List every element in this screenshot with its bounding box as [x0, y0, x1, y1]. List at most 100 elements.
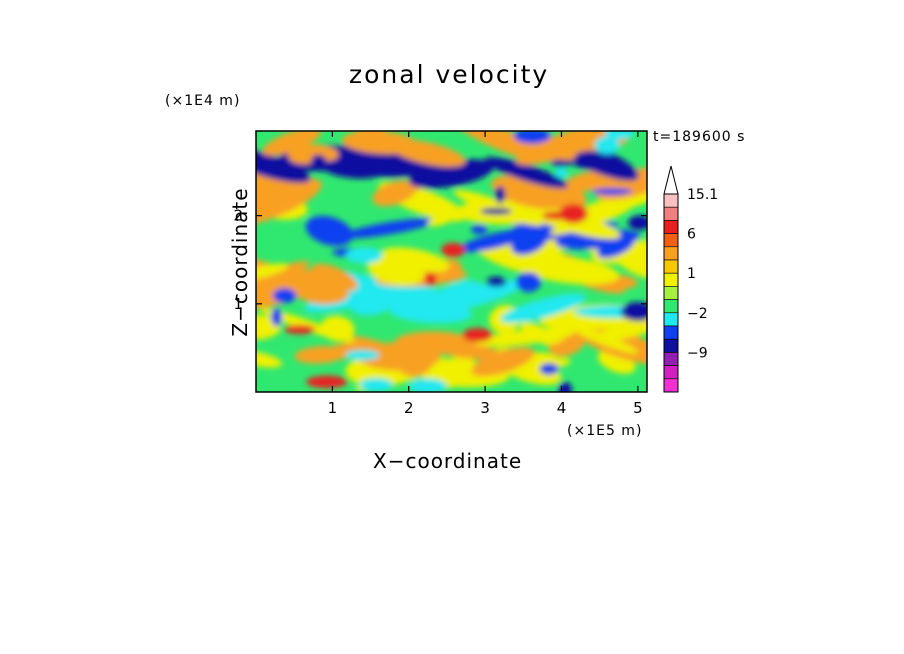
- field-blob: [345, 247, 383, 264]
- field-blob: [397, 346, 434, 377]
- field-blob: [539, 363, 559, 375]
- field-blob: [558, 382, 573, 392]
- field-blob: [441, 242, 465, 258]
- field-blob: [610, 242, 647, 281]
- field-blob: [574, 150, 608, 165]
- colorbar-label: 6: [687, 227, 696, 243]
- y-axis: 12: [233, 207, 647, 313]
- field-blob: [554, 167, 568, 178]
- field-blob: [458, 228, 533, 253]
- x-tick-label: 2: [404, 399, 414, 417]
- field-blob: [259, 307, 356, 343]
- field-blob: [372, 180, 417, 207]
- field-blob: [256, 182, 314, 214]
- x-tick-label: 4: [557, 399, 567, 417]
- field-blob: [388, 139, 466, 167]
- colorbar-segment: [663, 220, 679, 234]
- field-blob: [359, 377, 393, 392]
- x-axis: 1 2 3 4 5: [328, 131, 643, 417]
- field-blob: [453, 131, 547, 162]
- y-tick-label: 2: [233, 207, 243, 225]
- y-tick-label: 1: [233, 295, 243, 313]
- field-blob: [305, 215, 353, 246]
- field-blob: [471, 224, 488, 235]
- x-tick-label: 1: [328, 399, 338, 417]
- field-blob: [338, 218, 438, 239]
- colorbar-segment: [663, 233, 679, 248]
- colorbar-segment: [663, 312, 679, 327]
- field-blob: [620, 302, 647, 322]
- field-blob: [494, 185, 506, 204]
- plot-frame: [255, 130, 648, 393]
- colorbar-segment: [663, 259, 679, 274]
- colorbar-segment: [663, 246, 679, 261]
- field-blob: [474, 328, 575, 347]
- field-blob: [312, 263, 358, 291]
- field-blob: [256, 263, 289, 283]
- field-blob: [311, 154, 327, 166]
- field-blob: [262, 131, 322, 156]
- field-blob: [353, 131, 386, 139]
- field-blob: [306, 375, 348, 389]
- field-blob: [542, 211, 573, 220]
- field-blob: [462, 328, 493, 342]
- field-blob: [409, 378, 447, 392]
- field-blob: [628, 215, 647, 231]
- colorbar-label: −2: [687, 306, 708, 322]
- colorbar-segment: [663, 206, 679, 221]
- colorbar-segment: [663, 193, 679, 208]
- field-blob: [516, 272, 541, 292]
- chart-title: zonal velocity: [349, 60, 550, 89]
- field-blob: [484, 157, 568, 189]
- field-blob: [256, 261, 310, 297]
- field-blob: [572, 185, 647, 218]
- field-blob: [427, 210, 461, 227]
- field-blob: [593, 316, 647, 342]
- velocity-field: [256, 131, 647, 392]
- x-axis-label: X−coordinate: [373, 449, 523, 473]
- y-axis-unit: (×1E4 m): [165, 93, 241, 109]
- colorbar-frame: [663, 193, 679, 393]
- field-blob: [604, 131, 635, 140]
- field-blob: [345, 350, 380, 361]
- x-axis-unit: (×1E5 m): [567, 423, 643, 439]
- field-blob: [296, 281, 349, 305]
- colorbar-segment: [663, 299, 679, 314]
- x-tick-label: 5: [633, 399, 643, 417]
- field-blob: [271, 308, 283, 327]
- colorbar-segment: [663, 365, 679, 380]
- field-blob: [513, 131, 551, 144]
- field-blob: [594, 136, 620, 155]
- field-blob: [433, 356, 477, 388]
- field-blob: [283, 324, 316, 334]
- field-blob: [592, 187, 633, 195]
- field-blob: [597, 234, 635, 259]
- colorbar-segment: [663, 338, 679, 353]
- time-stamp: t=189600 s: [653, 129, 746, 145]
- field-blob: [401, 334, 506, 361]
- x-tick-label: 3: [480, 399, 490, 417]
- field-blob: [408, 159, 494, 189]
- colorbar: 15.1 6 1 −2 −9: [663, 165, 718, 393]
- field-blob: [500, 293, 586, 323]
- field-blobs: [256, 131, 647, 392]
- field-blob: [426, 280, 482, 314]
- colorbar-label: 1: [687, 266, 696, 282]
- colorbar-label: −9: [687, 345, 708, 361]
- field-blob: [471, 347, 536, 377]
- colorbar-segment: [663, 352, 679, 366]
- colorbar-segment: [663, 286, 679, 300]
- colorbar-extend-arrow: [663, 165, 679, 195]
- colorbar-segment: [663, 272, 679, 287]
- field-blob: [424, 272, 437, 287]
- field-blob: [480, 208, 513, 215]
- colorbar-label: 15.1: [687, 187, 718, 203]
- field-blob: [256, 147, 311, 184]
- colorbar-segment: [663, 325, 679, 340]
- colorbar-segment: [663, 378, 679, 393]
- field-blob: [486, 276, 507, 287]
- field-blob: [272, 288, 297, 304]
- field-blob: [367, 256, 425, 286]
- field-blob: [519, 322, 551, 339]
